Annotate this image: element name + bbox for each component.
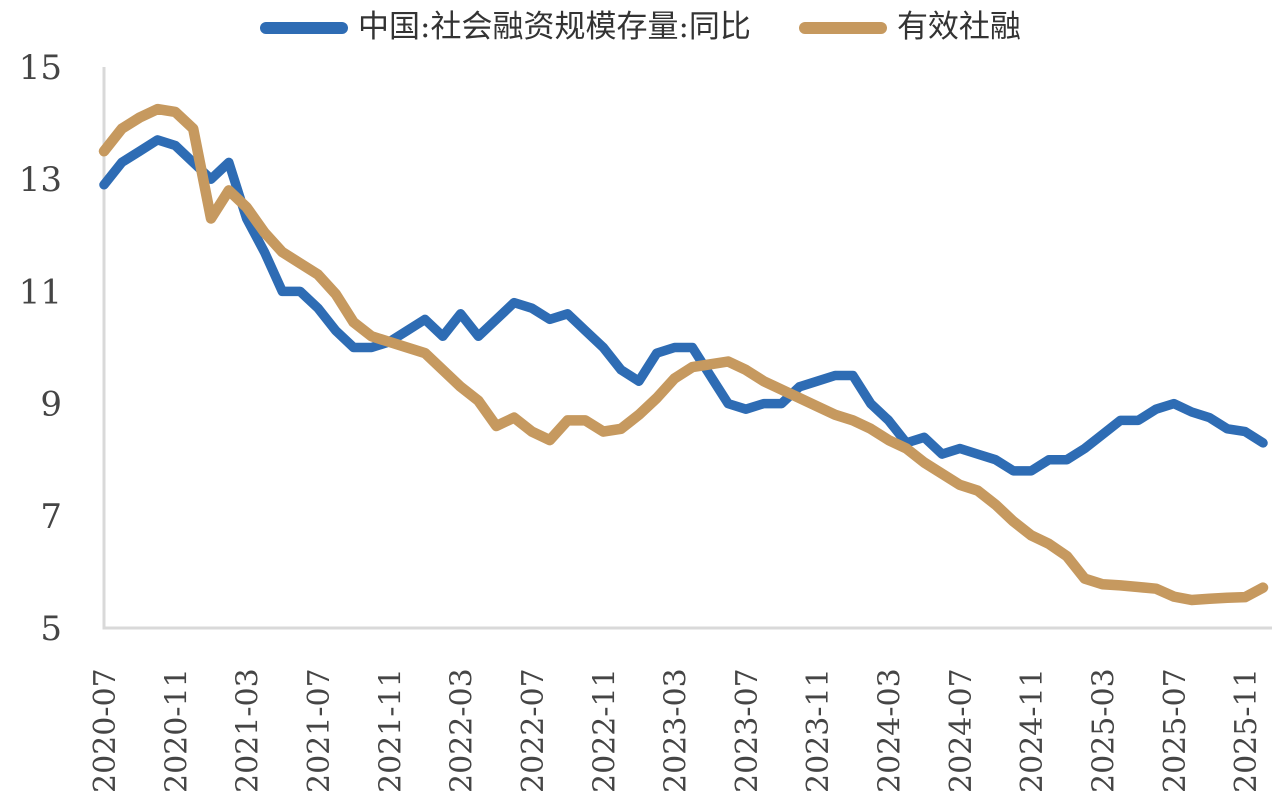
x-tick-label: 2025-11 <box>1229 668 1264 793</box>
x-tick-label: 2025-07 <box>1158 668 1193 793</box>
legend-item-tsf-yoy: 中国:社会融资规模存量:同比 <box>260 12 751 43</box>
y-axis-tick-labels: 15 13 11 9 7 5 <box>19 48 62 649</box>
x-tick-label: 2020-07 <box>88 668 123 793</box>
axis-line <box>102 67 1272 630</box>
x-tick-label: 2023-07 <box>730 668 765 793</box>
legend-item-effective-tsf: 有效社融 <box>798 9 1021 45</box>
x-tick-label: 2024-03 <box>873 668 908 793</box>
legend-swatch-tsf-yoy <box>260 21 349 34</box>
x-tick-label: 2021-11 <box>373 668 408 793</box>
x-tick-label: 2023-03 <box>659 668 694 793</box>
x-tick-label: 2022-11 <box>587 668 622 793</box>
x-tick-label: 2020-11 <box>159 668 194 793</box>
x-tick-label: 2024-11 <box>1015 668 1050 793</box>
x-tick-label: 2022-03 <box>445 668 480 793</box>
series-line-effective-tsf <box>98 103 1269 606</box>
legend-swatch-effective-tsf <box>798 21 887 34</box>
y-tick-label: 13 <box>19 160 62 200</box>
y-tick-label: 9 <box>40 385 62 425</box>
x-tick-label: 2025-03 <box>1087 668 1122 793</box>
series-lines <box>98 103 1269 606</box>
y-tick-label: 7 <box>40 497 62 537</box>
chart-legend: 中国:社会融资规模存量:同比 有效社融 <box>0 12 1281 43</box>
series-line-tsf-yoy <box>99 135 1268 476</box>
y-tick-label: 5 <box>40 609 62 649</box>
x-tick-label: 2021-07 <box>302 668 337 793</box>
legend-label-tsf-yoy: 中国:社会融资规模存量:同比 <box>358 9 751 45</box>
y-tick-label: 11 <box>19 272 62 312</box>
x-axis-tick-labels: 2020-07 2020-11 2021-03 2021-07 2021-11 2022-… <box>88 668 1264 793</box>
legend-label-effective-tsf: 有效社融 <box>896 9 1021 45</box>
y-tick-label: 15 <box>19 48 62 88</box>
x-tick-label: 2022-07 <box>516 668 551 793</box>
axis-lines <box>102 67 1272 630</box>
x-tick-label: 2021-03 <box>231 668 266 793</box>
x-tick-label: 2023-11 <box>801 668 836 793</box>
x-tick-label: 2024-07 <box>944 668 979 793</box>
